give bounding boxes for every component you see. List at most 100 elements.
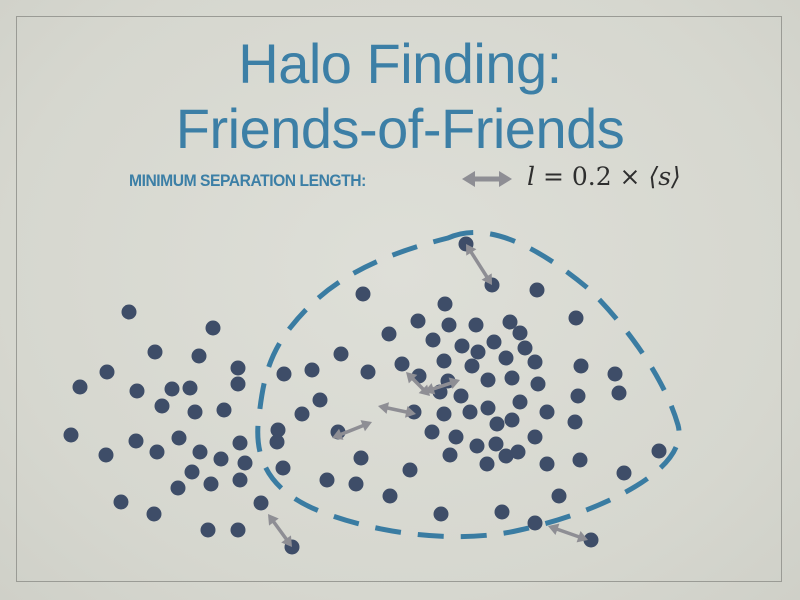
particle bbox=[230, 522, 246, 538]
double-arrow-icon bbox=[462, 171, 512, 187]
particle bbox=[527, 515, 543, 531]
particle bbox=[232, 435, 248, 451]
particle bbox=[312, 392, 328, 408]
link-arrow-icon bbox=[548, 523, 588, 543]
formula-coefficient: 0.2 bbox=[571, 162, 612, 191]
particle bbox=[128, 433, 144, 449]
formula-lhs: l bbox=[527, 162, 535, 191]
particle bbox=[360, 364, 376, 380]
particle bbox=[436, 406, 452, 422]
particle bbox=[216, 402, 232, 418]
separation-formula: l = 0.2 × ⟨s⟩ bbox=[527, 162, 681, 191]
particle bbox=[539, 456, 555, 472]
particle bbox=[253, 495, 269, 511]
link-arrow-icon bbox=[424, 377, 460, 395]
particle bbox=[171, 430, 187, 446]
particle bbox=[607, 366, 623, 382]
particle bbox=[203, 476, 219, 492]
particle bbox=[410, 313, 426, 329]
particle bbox=[616, 465, 632, 481]
particle bbox=[517, 340, 533, 356]
particle bbox=[269, 434, 285, 450]
particle bbox=[270, 422, 286, 438]
particle bbox=[230, 376, 246, 392]
particle bbox=[436, 353, 452, 369]
particle bbox=[498, 448, 514, 464]
particle bbox=[232, 472, 248, 488]
fof-links bbox=[268, 244, 588, 547]
particle bbox=[470, 344, 486, 360]
particle bbox=[480, 372, 496, 388]
formula-times: × bbox=[611, 162, 649, 191]
min-separation-label: MINIMUM SEPARATION LENGTH: bbox=[129, 171, 366, 190]
particle bbox=[454, 338, 470, 354]
particle bbox=[529, 282, 545, 298]
particle bbox=[442, 447, 458, 463]
particle bbox=[568, 310, 584, 326]
slide-frame bbox=[16, 16, 782, 582]
particle bbox=[382, 488, 398, 504]
particle bbox=[448, 429, 464, 445]
particle bbox=[149, 444, 165, 460]
particle bbox=[464, 358, 480, 374]
particle bbox=[355, 286, 371, 302]
particle bbox=[433, 506, 449, 522]
particle bbox=[539, 404, 555, 420]
particle bbox=[154, 398, 170, 414]
formula-equals: = bbox=[535, 162, 572, 191]
particle bbox=[294, 406, 310, 422]
particle bbox=[170, 480, 186, 496]
particle bbox=[504, 412, 520, 428]
particle bbox=[502, 314, 518, 330]
particle bbox=[348, 476, 364, 492]
particle bbox=[402, 462, 418, 478]
particle bbox=[462, 404, 478, 420]
link-arrow-icon bbox=[332, 420, 372, 440]
particle bbox=[510, 444, 526, 460]
particle bbox=[570, 388, 586, 404]
title-line-1: Halo Finding: bbox=[238, 32, 562, 95]
particle bbox=[441, 317, 457, 333]
particle bbox=[480, 400, 496, 416]
particle bbox=[486, 334, 502, 350]
particle bbox=[353, 450, 369, 466]
particle bbox=[651, 443, 667, 459]
particle bbox=[469, 438, 485, 454]
particle bbox=[551, 488, 567, 504]
particle bbox=[72, 379, 88, 395]
particle bbox=[63, 427, 79, 443]
particle bbox=[304, 362, 320, 378]
link-arrow-icon bbox=[378, 402, 416, 418]
particle bbox=[129, 383, 145, 399]
particle bbox=[275, 460, 291, 476]
particle bbox=[394, 356, 410, 372]
particle bbox=[583, 532, 599, 548]
particle bbox=[425, 332, 441, 348]
particles bbox=[63, 236, 667, 555]
particle bbox=[424, 424, 440, 440]
particle bbox=[468, 317, 484, 333]
particle bbox=[184, 464, 200, 480]
particle bbox=[230, 360, 246, 376]
particle bbox=[381, 326, 397, 342]
particle bbox=[276, 366, 292, 382]
particle bbox=[530, 376, 546, 392]
particle bbox=[512, 325, 528, 341]
particle bbox=[147, 344, 163, 360]
particle bbox=[573, 358, 589, 374]
particle bbox=[611, 385, 627, 401]
link-arrow-icon bbox=[268, 514, 292, 547]
particle bbox=[527, 429, 543, 445]
particle bbox=[200, 522, 216, 538]
link-arrow-icon bbox=[466, 244, 492, 285]
formula-rhs: ⟨s⟩ bbox=[648, 162, 681, 191]
particle bbox=[567, 414, 583, 430]
particle bbox=[479, 456, 495, 472]
particle bbox=[437, 296, 453, 312]
particle bbox=[98, 447, 114, 463]
title-line-2: Friends-of-Friends bbox=[175, 97, 625, 160]
particle bbox=[512, 394, 528, 410]
particle bbox=[237, 455, 253, 471]
particle bbox=[191, 348, 207, 364]
particle bbox=[182, 380, 198, 396]
